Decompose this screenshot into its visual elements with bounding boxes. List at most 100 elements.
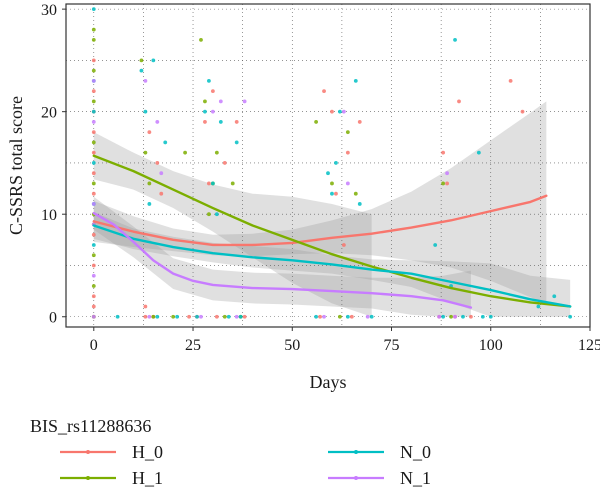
point-N_0-30	[357, 202, 362, 206]
point-N_0-3	[91, 109, 96, 114]
legend-key-point-H_0	[86, 450, 90, 454]
point-H_1-31	[449, 314, 453, 319]
point-N_0-15	[203, 109, 207, 114]
y-tick-label: 30	[41, 2, 57, 19]
point-H_1-17	[199, 37, 203, 42]
point-N_1-13	[234, 314, 239, 319]
legend-label-N_0: N_0	[400, 442, 431, 462]
legend: H_0 H_1 N_0 N_1	[60, 442, 431, 488]
point-N_0-19	[218, 120, 223, 124]
confidence-band-H_1	[93, 132, 372, 317]
point-N_0-9	[147, 202, 152, 206]
point-H_1-8	[91, 68, 96, 73]
point-H_0-34	[357, 120, 362, 124]
plot-panel-border	[65, 3, 591, 328]
point-H_0-13	[143, 304, 148, 309]
confidence-band-N_1	[93, 196, 471, 317]
point-H_0-42	[520, 109, 525, 114]
point-H_0-8	[91, 130, 96, 135]
y-tick-label: 20	[41, 105, 57, 122]
point-N_1-11	[210, 109, 215, 114]
point-H_1-6	[91, 140, 96, 145]
point-N_0-10	[151, 58, 156, 63]
point-N_1-6	[143, 79, 148, 83]
point-N_0-17	[210, 181, 215, 186]
x-tick-label: 100	[479, 337, 503, 354]
point-N_0-28	[345, 314, 350, 319]
point-N_1-16	[341, 109, 346, 114]
smooth-curves	[92, 154, 572, 309]
point-N_0-29	[353, 79, 358, 83]
point-H_1-1	[91, 284, 96, 288]
point-H_1-22	[222, 314, 227, 319]
point-N_0-41	[552, 294, 557, 299]
point-H_1-18	[203, 99, 207, 104]
legend-key-point-N_0	[354, 450, 358, 454]
point-N_1-20	[445, 171, 449, 176]
point-N_1-1	[91, 273, 96, 278]
smooth-line-H_1	[92, 154, 572, 308]
x-axis-title: Days	[310, 372, 347, 392]
point-N_1-3	[91, 202, 96, 206]
point-H_0-21	[207, 181, 211, 186]
point-H_1-25	[314, 120, 318, 124]
point-H_0-16	[155, 161, 160, 165]
point-N_0-40	[536, 304, 541, 309]
point-N_0-11	[155, 314, 160, 319]
point-N_1-19	[437, 314, 442, 319]
point-N_0-27	[338, 109, 342, 114]
smooth-line-N_0	[92, 224, 572, 308]
point-H_0-27	[318, 314, 322, 319]
point-H_1-27	[338, 314, 342, 319]
point-H_1-28	[345, 130, 350, 135]
axes: 0 25 50 75 100 125 0 10 20 30	[41, 2, 600, 354]
point-H_0-20	[203, 120, 207, 124]
point-H_1-29	[353, 191, 358, 196]
point-N_0-39	[488, 314, 493, 319]
point-H_0-36	[441, 150, 446, 155]
point-N_1-7	[147, 314, 152, 319]
point-H_0-28	[322, 89, 326, 94]
y-tick-label: 10	[41, 207, 57, 224]
point-H_0-14	[147, 130, 152, 135]
point-N_1-8	[155, 120, 160, 124]
point-N_0-32	[433, 243, 438, 247]
point-H_1-9	[91, 37, 96, 42]
data-points	[91, 7, 573, 319]
point-H_1-19	[207, 212, 211, 217]
point-H_0-18	[187, 314, 191, 319]
point-H_0-40	[469, 314, 473, 319]
point-N_0-26	[334, 161, 338, 165]
legend-key-point-N_1	[354, 476, 358, 480]
point-H_0-37	[445, 181, 449, 186]
point-N_0-23	[314, 314, 318, 319]
legend-label-N_1: N_1	[400, 468, 431, 488]
legend-label-H_1: H_1	[132, 468, 163, 488]
point-H_0-3	[91, 263, 96, 268]
y-tick-label: 0	[49, 310, 57, 327]
point-H_1-26	[330, 181, 334, 186]
point-N_0-13	[175, 314, 180, 319]
point-H_0-26	[242, 314, 247, 319]
x-tick-label: 75	[384, 337, 400, 354]
point-H_0-31	[341, 243, 346, 247]
point-H_0-24	[222, 161, 227, 165]
point-N_1-10	[199, 314, 203, 319]
point-N_0-2	[91, 161, 96, 165]
point-N_1-17	[345, 181, 350, 186]
point-H_0-39	[457, 99, 461, 104]
point-N_0-33	[441, 314, 446, 319]
x-tick-label: 0	[90, 337, 98, 354]
point-N_0-5	[91, 7, 96, 12]
point-N_0-38	[480, 314, 485, 319]
point-N_0-6	[115, 314, 120, 319]
point-H_0-4	[91, 232, 96, 237]
point-N_1-14	[242, 99, 247, 104]
point-N_0-16	[207, 79, 211, 83]
point-H_0-6	[91, 171, 96, 176]
point-N_1-0	[91, 314, 96, 319]
point-H_1-5	[91, 181, 96, 186]
point-N_0-31	[369, 314, 374, 319]
point-N_0-22	[238, 314, 243, 319]
point-H_0-32	[345, 150, 350, 155]
